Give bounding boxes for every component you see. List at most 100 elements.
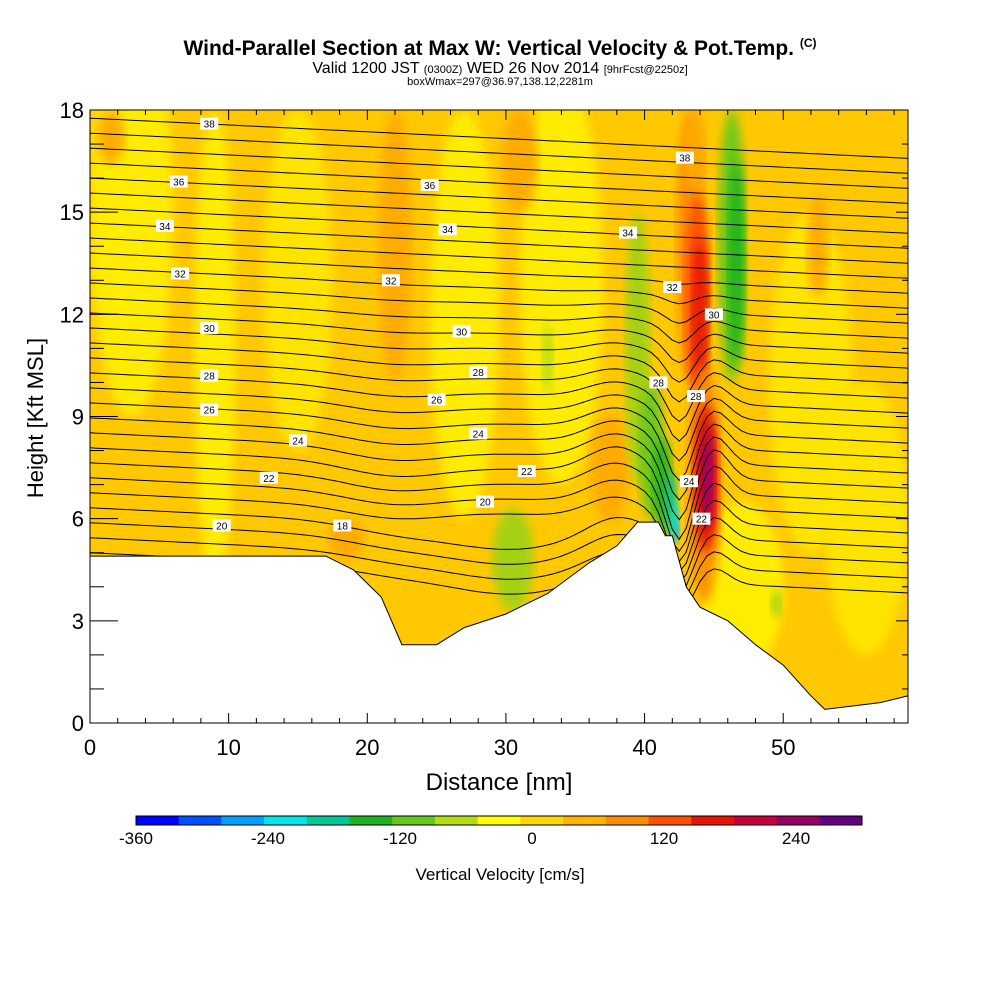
isentrope-label-text-4: 34 <box>159 222 171 233</box>
isentrope-label-text-7: 32 <box>175 269 187 280</box>
isentrope-label-26: 20 <box>476 495 495 509</box>
isentrope-label-5: 34 <box>438 223 457 236</box>
isentrope-label-25: 20 <box>212 519 231 532</box>
y-tick-label-15: 15 <box>60 200 84 225</box>
isentrope-label-20: 24 <box>469 427 488 441</box>
colorbar-swatch-6 <box>392 816 436 825</box>
isentrope-label-2: 36 <box>420 178 439 192</box>
isentrope-label-bg-12 <box>704 308 723 321</box>
isentrope-label-18: 26 <box>427 393 446 406</box>
isentrope-label-3: 38 <box>675 151 694 165</box>
isentrope-label-bg-0 <box>200 117 219 130</box>
velocity-cell-16 <box>770 590 782 618</box>
isentrope-label-27: 18 <box>333 519 352 532</box>
x-tick-label-50: 50 <box>771 735 795 760</box>
colorbar-tick-120: 120 <box>650 829 678 848</box>
velocity-cell-32 <box>683 110 706 192</box>
isentrope-line-24 <box>90 192 908 234</box>
isentrope-label-bg-20 <box>469 427 488 440</box>
isentrope-label-bg-3 <box>675 151 694 164</box>
colorbar-tick-0: 0 <box>527 829 536 848</box>
isentrope-line-16 <box>90 312 908 364</box>
isentrope-line-15 <box>90 327 908 383</box>
velocity-cell-2 <box>263 110 333 451</box>
isentrope-label-14: 28 <box>469 366 488 379</box>
y-axis-label: Height [Kft MSL] <box>23 337 48 499</box>
isentrope-line-10 <box>90 402 908 482</box>
chart-title: Wind-Parallel Section at Max W: Vertical… <box>183 36 817 60</box>
isentrope-label-4: 34 <box>155 219 174 233</box>
colorbar-swatch-13 <box>691 816 735 825</box>
isentrope-line-9 <box>90 417 908 501</box>
chart-subtitle-2: boxWmax=297@36.97,138.12,2281m <box>407 76 593 88</box>
isentrope-label-bg-23 <box>517 464 536 477</box>
colorbar-swatch-1 <box>178 816 222 825</box>
isentrope-label-9: 32 <box>663 281 682 294</box>
isentrope-line-27 <box>90 147 908 189</box>
isentrope-label-bg-11 <box>452 325 471 338</box>
isentrope-label-8: 32 <box>381 274 400 287</box>
isentrope-line-25 <box>90 177 908 219</box>
isentrope-label-21: 24 <box>679 475 698 488</box>
colorbar-swatch-16 <box>819 816 863 825</box>
isentrope-line-4 <box>90 492 908 573</box>
isentrope-line-23 <box>90 207 908 249</box>
x-axis-label: Distance [nm] <box>426 769 573 796</box>
isentrope-label-text-1: 36 <box>173 178 185 189</box>
x-tick-label-30: 30 <box>494 735 518 760</box>
isentrope-label-text-0: 38 <box>204 120 216 131</box>
colorbar-swatch-11 <box>605 816 649 825</box>
isentrope-label-19: 24 <box>288 434 307 447</box>
isentrope-label-text-25: 20 <box>216 521 228 532</box>
isentrope-label-text-23: 22 <box>521 467 533 478</box>
colorbar-tick-240: 240 <box>782 829 810 848</box>
isentrope-line-22 <box>90 222 908 264</box>
isentrope-label-24: 22 <box>692 512 711 526</box>
isentrope-line-13 <box>90 357 908 423</box>
colorbar-swatch-15 <box>776 816 820 825</box>
isentrope-label-text-12: 30 <box>708 310 720 321</box>
isentrope-line-1 <box>90 537 908 604</box>
isentrope-label-1: 36 <box>169 175 188 189</box>
isentrope-label-22: 22 <box>259 471 278 485</box>
isentrope-label-text-15: 28 <box>653 378 665 389</box>
isentrope-line-14 <box>90 342 908 403</box>
isentrope-label-bg-21 <box>679 475 698 488</box>
y-tick-label-12: 12 <box>60 302 84 327</box>
y-axis-label-wrap: Height [Kft MSL] <box>10 338 48 498</box>
colorbar-swatch-9 <box>520 816 564 825</box>
colorbar-tick--240: -240 <box>251 829 285 848</box>
isentrope-label-bg-6 <box>618 226 637 239</box>
colorbar-tick--360: -360 <box>119 829 153 848</box>
isentrope-line-28 <box>90 132 908 174</box>
colorbar-swatch-8 <box>477 816 521 825</box>
isentrope-label-text-14: 28 <box>473 368 485 379</box>
colorbar-swatch-12 <box>648 816 692 825</box>
isentrope-label-6: 34 <box>618 226 637 240</box>
isentrope-label-bg-9 <box>663 281 682 294</box>
isentrope-label-bg-13 <box>200 369 219 382</box>
colorbar-swatch-4 <box>306 816 351 825</box>
colorbar-swatch-10 <box>563 816 607 825</box>
isentrope-label-bg-16 <box>686 390 705 403</box>
isentrope-label-text-21: 24 <box>683 477 695 488</box>
x-tick-label-0: 0 <box>84 735 96 760</box>
colorbar-tick--120: -120 <box>383 829 417 848</box>
isentrope-line-20 <box>90 252 908 294</box>
velocity-cell-4 <box>519 110 603 485</box>
velocity-cell-13 <box>96 110 125 165</box>
velocity-cell-3 <box>429 110 499 519</box>
velocity-cell-24 <box>727 161 745 366</box>
colorbar-frame <box>135 815 863 826</box>
x-tick-label-40: 40 <box>632 735 656 760</box>
y-tick-label-0: 0 <box>72 711 84 736</box>
isentrope-label-bg-7 <box>171 267 190 280</box>
isentrope-label-text-26: 20 <box>480 498 492 509</box>
x-tick-label-20: 20 <box>355 735 379 760</box>
isentrope-label-bg-17 <box>200 403 219 416</box>
y-tick-label-18: 18 <box>60 98 84 123</box>
isentrope-label-text-10: 30 <box>204 324 216 335</box>
isentrope-label-bg-25 <box>212 519 231 532</box>
terrain-mask <box>90 521 908 723</box>
